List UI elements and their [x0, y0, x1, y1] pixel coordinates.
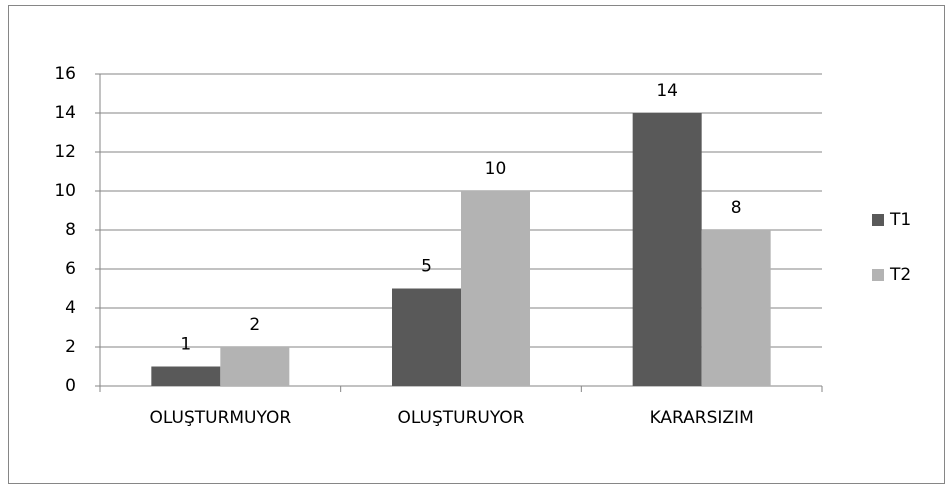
- bar: [632, 113, 702, 386]
- y-tick-label: 16: [54, 64, 76, 84]
- y-tick-label: 14: [54, 103, 76, 123]
- y-tick-label: 4: [65, 298, 76, 318]
- y-tick-label: 2: [65, 337, 76, 357]
- data-label: 8: [731, 198, 742, 218]
- y-tick-label: 8: [65, 220, 76, 240]
- x-tick-label: KARARSIZIM: [650, 408, 754, 428]
- y-tick-label: 10: [54, 181, 76, 201]
- legend-label: T2: [889, 265, 911, 285]
- legend-label: T1: [889, 210, 911, 230]
- data-label: 14: [656, 81, 678, 101]
- bar: [392, 288, 461, 386]
- data-label: 1: [180, 335, 191, 355]
- bar: [461, 191, 530, 386]
- legend-swatch: [872, 269, 884, 281]
- x-tick-label: OLUŞTURMUYOR: [150, 408, 292, 428]
- x-tick-label: OLUŞTURUYOR: [398, 408, 525, 428]
- data-label: 10: [485, 159, 507, 179]
- y-tick-label: 0: [65, 376, 76, 396]
- y-tick-label: 6: [65, 259, 76, 279]
- bar: [220, 347, 290, 386]
- y-tick-label: 12: [54, 142, 76, 162]
- data-label: 2: [249, 315, 260, 335]
- data-label: 5: [421, 257, 432, 277]
- bar: [151, 366, 221, 386]
- legend-swatch: [872, 214, 884, 226]
- bar: [701, 230, 771, 386]
